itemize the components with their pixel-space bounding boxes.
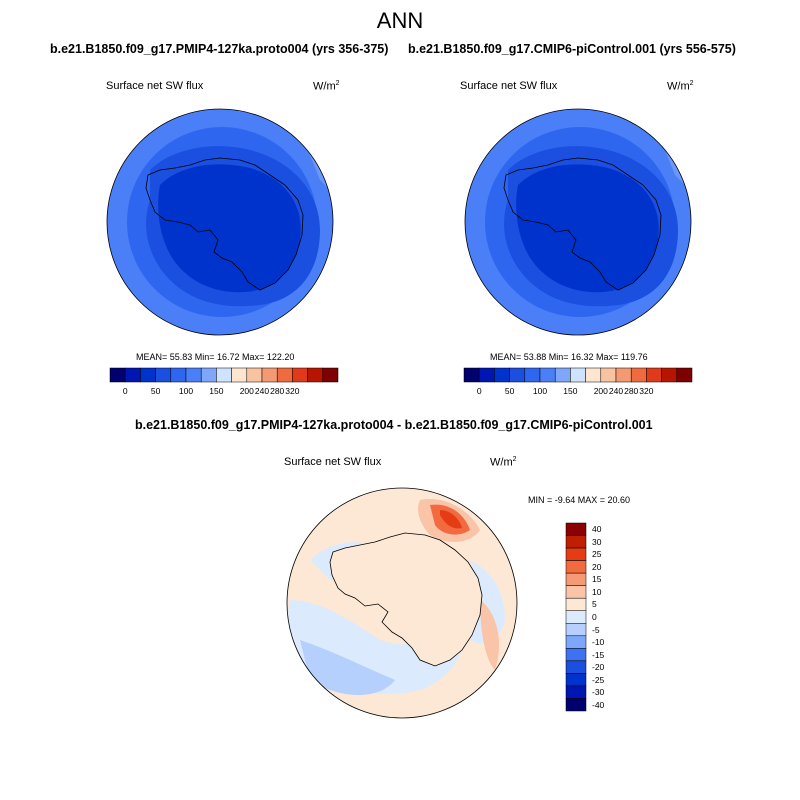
field-neg-patch [300,640,395,695]
colorbar-swatch [322,367,339,383]
panel2-header: b.e21.B1850.f09_g17.CMIP6-piControl.001 … [408,42,736,56]
panel2-variable-label: Surface net SW flux [460,80,558,92]
colorbar-swatch [565,585,587,599]
colorbar-tick-label: 150 [209,386,224,396]
panel1-colorbar [109,367,339,383]
colorbar-tick-label: 240 [254,386,270,396]
panel3-units-label: W/m2 [490,456,517,469]
panel1-map-border [106,108,334,336]
field-pos-patch [440,510,462,529]
colorbar-swatch [565,698,587,712]
colorbar-tick-label: 150 [563,386,578,396]
colorbar-swatch [676,367,693,383]
colorbar-swatch [565,648,587,662]
colorbar-tick-label: 280 [624,386,639,396]
panel1-header: b.e21.B1850.f09_g17.PMIP4-127ka.proto004… [50,42,389,56]
colorbar-swatch [565,673,587,687]
panel1-units-label: W/m2 [313,80,340,93]
panel1-stats: MEAN= 55.83 Min= 16.72 Max= 122.20 [136,352,295,362]
panel3-header: b.e21.B1850.f09_g17.PMIP4-127ka.proto004… [135,418,653,432]
panel3-map-border [286,487,518,719]
colorbar-tick-label: 30 [592,536,602,547]
colorbar-tick-label: 15 [592,574,602,585]
panel2-units-label: W/m2 [667,80,694,93]
colorbar-tick-label: 100 [532,386,548,396]
colorbar-tick-label: -5 [592,624,600,635]
field-pos-patch [480,600,500,670]
colorbar-swatch [565,535,587,549]
panel2-colorbar [463,367,693,383]
colorbar-tick-label: 320 [639,386,654,396]
colorbar-tick-label: 240 [608,386,624,396]
panel3-variable-label: Surface net SW flux [284,456,382,468]
colorbar-tick-label: 100 [178,386,194,396]
colorbar-swatch [565,522,587,536]
panel2-stats: MEAN= 53.88 Min= 16.32 Max= 119.76 [490,352,648,362]
colorbar-tick-label: 5 [592,599,597,610]
colorbar-tick-label: 200 [239,386,254,396]
colorbar-swatch [565,560,587,574]
colorbar-tick-label: 10 [592,586,602,597]
colorbar-swatch [565,623,587,637]
colorbar-swatch [565,597,587,611]
colorbar-tick-label: 320 [285,386,300,396]
colorbar-tick-label: 200 [593,386,608,396]
colorbar-tick-label: 50 [150,386,161,396]
field-core [158,164,301,293]
colorbar-tick-label: -40 [592,699,605,710]
antarctica-coastline [503,157,662,291]
colorbar-tick-label: 0 [476,386,482,396]
colorbar-tick-label: 50 [504,386,515,396]
panel2-map-border [464,108,692,336]
antarctica-coastline [329,532,483,667]
panel3-colorbar [565,522,587,712]
colorbar-tick-label: -15 [592,649,605,660]
colorbar-tick-label: -25 [592,674,605,685]
colorbar-tick-label: 0 [592,612,597,622]
field-core [516,164,659,293]
colorbar-swatch [565,635,587,649]
colorbar-swatch [565,660,587,674]
colorbar-swatch [565,547,587,561]
colorbar-tick-label: -10 [592,637,605,648]
colorbar-tick-label: 20 [592,561,602,572]
colorbar-tick-label: 280 [270,386,285,396]
panel1-variable-label: Surface net SW flux [106,80,204,92]
colorbar-tick-label: -30 [592,687,605,698]
figure-title: ANN [376,8,424,33]
colorbar-swatch [565,685,587,699]
colorbar-tick-label: 0 [122,386,128,396]
colorbar-swatch [565,572,587,586]
colorbar-tick-label: -20 [592,662,605,673]
panel3-stats: MIN = -9.64 MAX = 20.60 [528,495,631,505]
colorbar-tick-label: 25 [592,549,602,560]
colorbar-tick-label: 40 [592,524,602,535]
antarctica-coastline [145,157,304,291]
colorbar-swatch [565,610,587,624]
